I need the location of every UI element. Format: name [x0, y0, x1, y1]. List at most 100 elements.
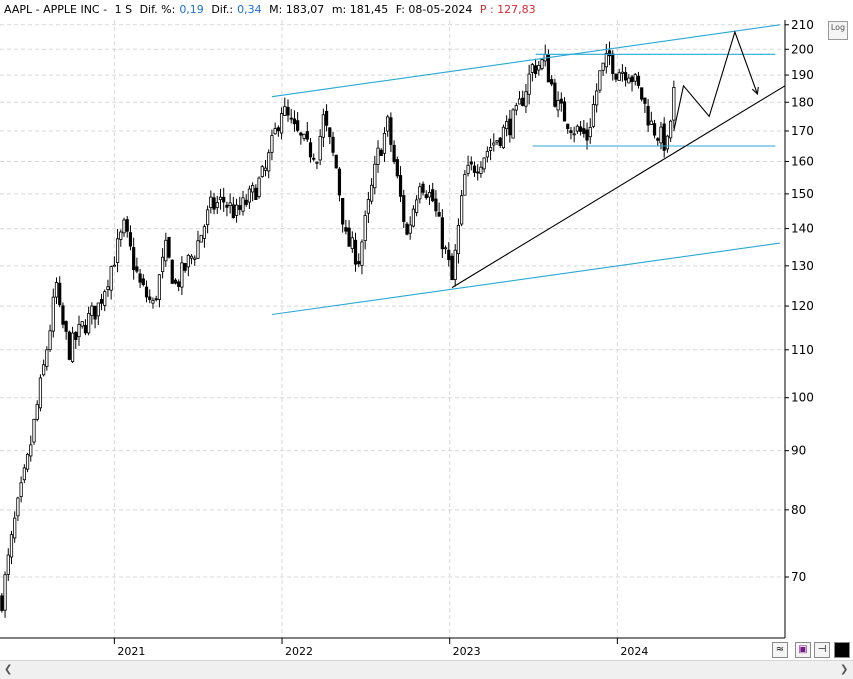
candle-body: [302, 133, 306, 139]
candle: [54, 277, 59, 305]
candle: [505, 115, 509, 137]
candle: [659, 121, 663, 150]
candle: [251, 182, 255, 202]
horizontal-scrollbar[interactable]: ❮ ❯: [0, 660, 853, 679]
scroll-right-icon[interactable]: ❯: [840, 664, 849, 675]
color-swatch-icon[interactable]: [834, 642, 850, 658]
candle-body: [80, 321, 84, 327]
candle: [646, 99, 650, 132]
candle-body: [189, 255, 194, 259]
candle-body: [402, 195, 406, 222]
candle: [382, 127, 387, 162]
candle-body: [308, 142, 313, 158]
candle: [218, 188, 223, 210]
candle: [370, 178, 374, 205]
candle: [460, 190, 464, 227]
candle-body: [627, 77, 631, 84]
candle: [424, 190, 428, 200]
candle-body: [636, 75, 641, 86]
candle: [540, 57, 544, 71]
candle: [636, 71, 641, 89]
min-label: m: 181,45: [331, 3, 389, 16]
candle-body: [501, 126, 506, 149]
candle-body: [54, 282, 59, 298]
candle-body: [524, 91, 528, 107]
candle-body: [498, 137, 502, 146]
price-chart[interactable]: 70 80 90 100 110 120 130 140 150 160 170 180 190 200 2…: [0, 0, 853, 660]
candle-body: [379, 149, 383, 157]
log-scale-button[interactable]: Log: [828, 21, 848, 40]
candle-body: [215, 202, 219, 208]
date-label: F: 08-05-2024: [395, 3, 473, 16]
candle-body: [42, 364, 46, 376]
pin-icon[interactable]: ⊣: [814, 642, 830, 658]
candle: [302, 133, 306, 142]
candle-body: [234, 204, 239, 216]
candle-body: [225, 204, 229, 208]
candle: [318, 129, 322, 166]
candle: [61, 302, 65, 329]
candle-body: [209, 196, 213, 209]
candle: [344, 219, 348, 235]
candle: [19, 476, 23, 503]
candle: [543, 44, 547, 67]
candle-body: [289, 117, 293, 120]
candle: [161, 248, 165, 279]
candle: [614, 73, 618, 83]
candle: [289, 108, 293, 124]
candle-body: [633, 74, 637, 82]
candle-body: [247, 188, 252, 203]
candle-body: [45, 349, 49, 367]
candle-body: [389, 117, 393, 145]
candle-body: [337, 168, 342, 196]
candle: [167, 236, 171, 259]
candle-body: [161, 256, 165, 273]
candle: [360, 239, 364, 275]
candle: [350, 231, 354, 253]
candle-body: [456, 224, 461, 255]
candle-body: [463, 174, 467, 196]
candle-body: [103, 291, 107, 306]
candle: [80, 321, 84, 329]
scroll-left-icon[interactable]: ❮: [4, 664, 13, 675]
candle: [595, 83, 599, 113]
candle: [347, 220, 351, 247]
y-tick-label: 170: [791, 124, 814, 138]
candle: [286, 99, 290, 122]
drawn-lines: [271, 24, 786, 316]
zoom-icon[interactable]: ≈: [772, 642, 788, 658]
candle: [144, 280, 149, 303]
y-tick-label: 100: [791, 391, 814, 405]
candle: [170, 259, 174, 284]
candle: [508, 109, 512, 143]
candle: [45, 346, 49, 371]
candle: [672, 80, 676, 129]
candle: [228, 193, 232, 214]
candle: [122, 217, 126, 237]
candle: [276, 125, 280, 137]
candle: [132, 237, 136, 280]
chart-header: AAPL - APPLE INC - 1 S Dif. %: 0,19 Dif.:…: [0, 0, 785, 20]
candle: [640, 87, 644, 102]
save-icon[interactable]: ▣: [795, 642, 811, 658]
candle-body: [199, 234, 203, 243]
projection-arrowhead: [751, 86, 759, 96]
candle: [9, 530, 14, 565]
y-tick-label: 140: [791, 222, 814, 236]
candle: [74, 331, 78, 349]
candle-body: [67, 331, 71, 360]
candle-body: [231, 204, 235, 219]
candle: [450, 253, 454, 281]
y-tick-label: 180: [791, 95, 814, 109]
candle: [533, 58, 538, 78]
candle-body: [585, 129, 589, 141]
candle-body: [508, 118, 512, 136]
candle-body: [77, 324, 81, 338]
candle: [530, 62, 534, 82]
max-label: M: 183,07: [269, 3, 325, 16]
candle-body: [630, 76, 634, 83]
candle: [585, 122, 589, 150]
candle-body: [35, 404, 39, 420]
candle: [550, 75, 554, 87]
candle-body: [321, 114, 325, 138]
